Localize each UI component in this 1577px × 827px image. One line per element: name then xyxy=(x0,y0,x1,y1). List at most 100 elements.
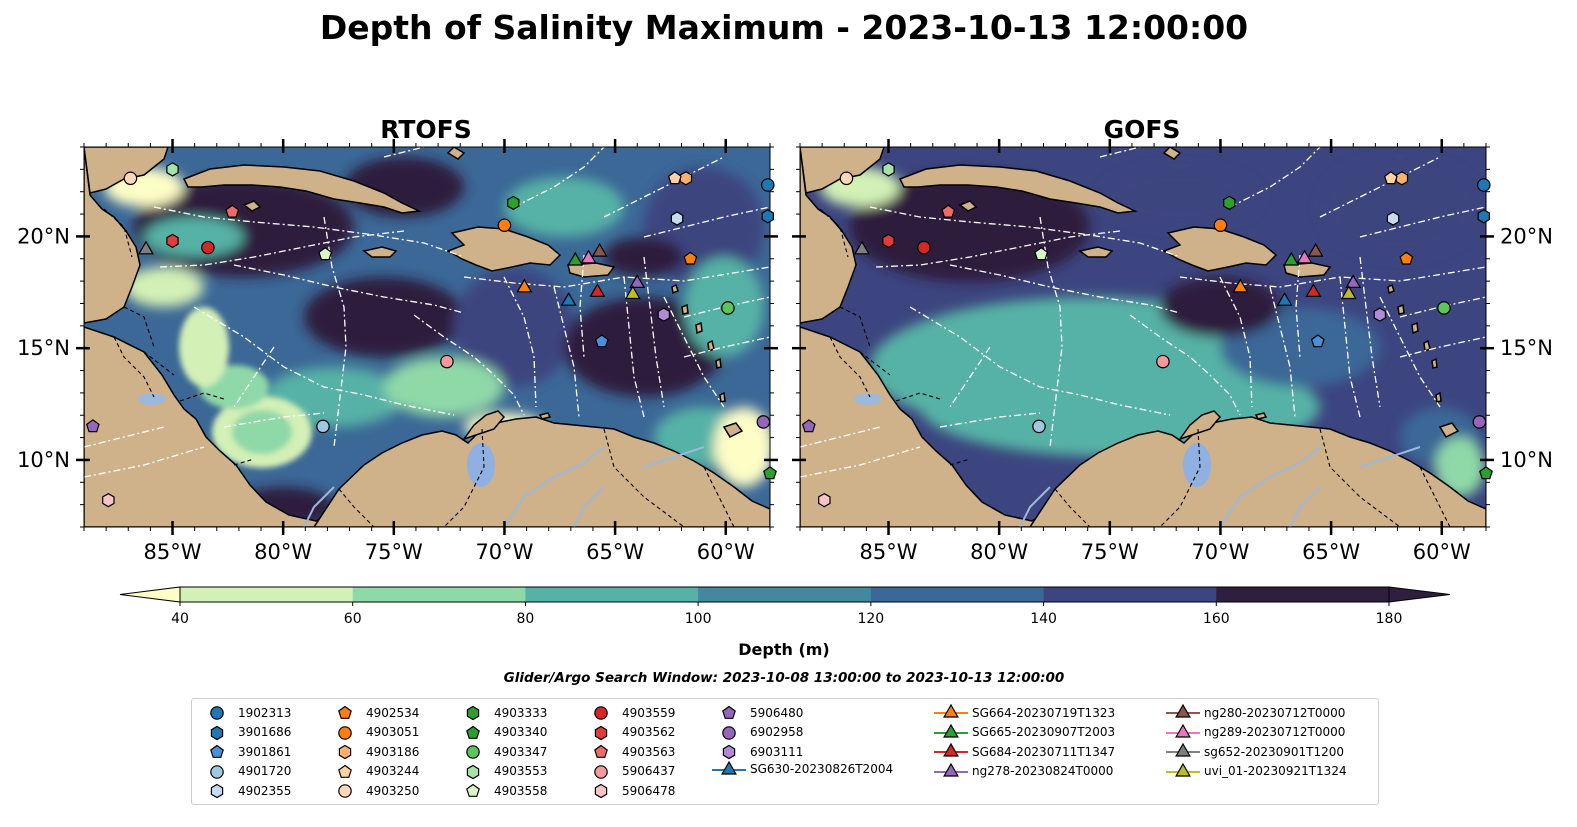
hexagon-marker-icon xyxy=(594,783,608,799)
marker-ng289-20230712T0000-rtofs xyxy=(580,249,597,264)
marker-uvi_01-20230921T1324-gofs xyxy=(1340,285,1357,300)
hexagon-marker-icon xyxy=(722,744,736,760)
legend-label: 4903562 xyxy=(622,725,676,739)
marker-4902355-gofs xyxy=(1386,211,1400,226)
legend-label: 4903558 xyxy=(494,783,548,798)
marker-ng289-20230712T0000-gofs xyxy=(1296,249,1313,264)
legend-item-4903347: 4903347 xyxy=(456,742,547,761)
legend-label: ng278-20230824T0000 xyxy=(972,764,1114,778)
legend-item-uvi_01-20230921T1324: uvi_01-20230921T1324 xyxy=(1166,762,1347,781)
map-frame-rtofs xyxy=(83,146,771,528)
colorbar-extend-min xyxy=(119,586,181,603)
marker-4903250-rtofs xyxy=(123,171,138,186)
lat-tick-label-gofs: 15°N xyxy=(1500,336,1553,360)
colorbar-segment xyxy=(180,587,354,602)
legend-item-6903111: 6903111 xyxy=(712,742,803,761)
lon-tick-label-gofs: 85°W xyxy=(860,540,918,564)
circle-marker-icon xyxy=(210,706,224,720)
legend-item-sg652-20230901T1200: sg652-20230901T1200 xyxy=(1166,742,1344,761)
colorbar-tick-label: 140 xyxy=(1030,611,1057,627)
legend-item-5906480: 5906480 xyxy=(712,703,803,722)
lon-tick-label-gofs: 65°W xyxy=(1302,540,1360,564)
legend-label: SG684-20230711T1347 xyxy=(972,744,1116,759)
legend-item-4903340: 4903340 xyxy=(456,723,547,742)
legend-item-4902534: 4902534 xyxy=(328,703,419,722)
marker-ng280-20230712T0000-rtofs xyxy=(591,242,608,257)
marker-3901686-gofs xyxy=(1477,209,1491,224)
hexagon-marker-icon xyxy=(210,783,224,799)
marker-4902534-gofs xyxy=(1399,251,1414,265)
marker-4903558-gofs xyxy=(1034,247,1049,261)
marker-6903111-rtofs xyxy=(657,307,671,322)
marker-sg652-20230901T1200-gofs xyxy=(853,240,870,255)
circle-marker-icon xyxy=(338,725,352,740)
legend-label: 4901720 xyxy=(238,764,292,778)
colorbar-segment xyxy=(525,587,699,602)
legend-item-ng289-20230712T0000: ng289-20230712T0000 xyxy=(1166,723,1345,742)
marker-4903333-rtofs xyxy=(507,195,520,211)
legend-item-4903558: 4903558 xyxy=(456,781,547,800)
legend-item-4903559: 4903559 xyxy=(584,703,675,722)
legend-label: 5906480 xyxy=(750,705,804,720)
circle-marker-icon xyxy=(338,784,352,798)
legend-label: 4903340 xyxy=(494,725,548,739)
marker-4903186-rtofs xyxy=(679,171,693,186)
lat-tick-label-rtofs: 15°N xyxy=(17,336,70,360)
marker-sg652-20230901T1200-rtofs xyxy=(137,240,154,255)
pentagon-marker-icon xyxy=(338,764,352,778)
marker-SG684-20230711T1347-rtofs xyxy=(589,283,606,297)
marker-5906478-gofs xyxy=(818,493,831,508)
marker-4903250-gofs xyxy=(839,171,854,186)
triangle-marker-icon xyxy=(1166,742,1200,757)
marker-4903553-rtofs xyxy=(166,162,179,177)
legend-label: 5906478 xyxy=(622,783,676,798)
triangle-marker-icon xyxy=(934,703,968,718)
marker-1902313-gofs xyxy=(1477,178,1491,192)
pentagon-marker-icon xyxy=(466,783,480,797)
colorbar: 40 60 80 100 120 140 160 180 xyxy=(119,586,1451,627)
legend-label: 6902958 xyxy=(750,725,804,739)
circle-marker-icon xyxy=(466,745,480,759)
lon-tick-label-rtofs: 85°W xyxy=(144,540,202,564)
marker-4903347-rtofs xyxy=(721,301,735,315)
marker-3901861-gofs xyxy=(1310,334,1325,348)
marker-6903111-gofs xyxy=(1373,307,1387,322)
triangle-marker-icon xyxy=(934,762,968,777)
legend-label: 4903051 xyxy=(366,725,420,739)
legend-item-4903563: 4903563 xyxy=(584,742,675,761)
marker-4903559-gofs xyxy=(917,240,931,255)
lat-tick-label-rtofs: 10°N xyxy=(17,448,70,472)
legend-label: 4903250 xyxy=(366,783,420,798)
legend-label: 4903559 xyxy=(622,705,676,720)
legend-label: 4903333 xyxy=(494,705,548,720)
legend-item-1902313: 1902313 xyxy=(200,703,291,722)
marker-4903186-gofs xyxy=(1395,171,1409,186)
triangle-marker-icon xyxy=(1166,723,1200,738)
legend-label: 4902534 xyxy=(366,705,420,720)
colorbar-label: Depth (m) xyxy=(738,640,830,659)
legend-item-6902958: 6902958 xyxy=(712,723,803,742)
colorbar-segment xyxy=(352,587,526,602)
marker-SG665-20230907T2003-gofs xyxy=(1283,251,1300,266)
triangle-marker-icon xyxy=(934,723,968,738)
lon-tick-label-rtofs: 65°W xyxy=(586,540,644,564)
legend-item-4903250: 4903250 xyxy=(328,781,419,800)
map-frame-gofs xyxy=(799,146,1487,528)
marker-4902534-rtofs xyxy=(683,251,698,265)
triangle-marker-icon xyxy=(934,742,968,757)
hexagon-marker-icon xyxy=(338,744,352,760)
legend-item-4903051: 4903051 xyxy=(328,723,419,742)
legend-label: 4903563 xyxy=(622,744,676,759)
marker-SG630-20230826T2004-gofs xyxy=(1276,292,1293,306)
hexagon-marker-icon xyxy=(466,705,480,721)
marker-5906437-rtofs xyxy=(440,354,454,369)
marker-ng280-20230712T0000-gofs xyxy=(1307,242,1324,257)
marker-ng278-20230824T0000-gofs xyxy=(1345,274,1362,288)
marker-SG684-20230711T1347-gofs xyxy=(1305,283,1322,297)
legend-label: ng289-20230712T0000 xyxy=(1204,725,1346,739)
marker-4903244-gofs xyxy=(1383,171,1398,185)
legend-item-SG664-20230719T1323: SG664-20230719T1323 xyxy=(934,703,1115,722)
marker-1902313-rtofs xyxy=(761,178,775,192)
legend-item-ng278-20230824T0000: ng278-20230824T0000 xyxy=(934,762,1113,781)
legend-item-SG630-20230826T2004: SG630-20230826T2004 xyxy=(712,760,893,779)
